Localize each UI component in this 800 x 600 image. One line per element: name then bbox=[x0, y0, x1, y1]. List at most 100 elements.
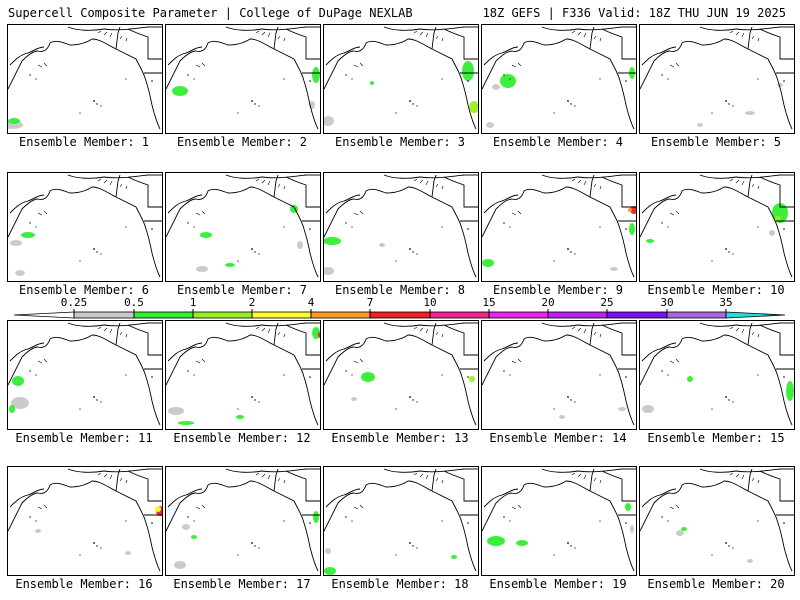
basemap bbox=[166, 26, 320, 130]
basemap bbox=[166, 174, 320, 278]
member-map-panel bbox=[639, 24, 795, 134]
field-contour bbox=[625, 503, 631, 511]
colorbar-segment bbox=[73, 311, 135, 319]
basemap bbox=[166, 468, 320, 572]
colorbar-tick-label: 35 bbox=[719, 296, 733, 309]
member-map-panel bbox=[481, 172, 637, 282]
member-map-panel bbox=[165, 172, 321, 282]
field-contour bbox=[469, 376, 475, 382]
field-contour bbox=[487, 536, 505, 546]
basemap bbox=[640, 468, 794, 572]
field-contour bbox=[312, 327, 320, 339]
member-label: Ensemble Member: 20 bbox=[647, 577, 785, 591]
member-label: Ensemble Member: 19 bbox=[489, 577, 627, 591]
colorbar-tick-label: 30 bbox=[660, 296, 674, 309]
colorbar-segment bbox=[725, 311, 786, 319]
basemap bbox=[324, 26, 478, 130]
field-contour bbox=[10, 240, 22, 246]
colorbar-segment bbox=[488, 311, 549, 319]
member-label: Ensemble Member: 11 bbox=[15, 431, 153, 445]
member-label: Ensemble Member: 10 bbox=[647, 283, 785, 297]
member-label: Ensemble Member: 3 bbox=[334, 135, 466, 149]
member-map-panel bbox=[7, 466, 163, 576]
field-contour bbox=[324, 116, 334, 126]
colorbar-segment bbox=[192, 311, 253, 319]
field-contour bbox=[630, 206, 636, 214]
basemap bbox=[640, 174, 794, 278]
member-map-panel bbox=[165, 320, 321, 430]
field-contour bbox=[15, 270, 25, 276]
member-map-panel bbox=[481, 24, 637, 134]
member-map-panel bbox=[481, 466, 637, 576]
colorbar-tick-label: 15 bbox=[482, 296, 496, 309]
field-contour bbox=[482, 259, 494, 267]
field-contour bbox=[451, 555, 457, 559]
member-label: Ensemble Member: 17 bbox=[173, 577, 311, 591]
member-label: Ensemble Member: 9 bbox=[492, 283, 624, 297]
field-contour bbox=[469, 101, 478, 113]
field-contour bbox=[8, 118, 20, 124]
field-contour bbox=[361, 372, 375, 382]
field-contour bbox=[191, 535, 197, 539]
field-contour bbox=[786, 381, 794, 401]
member-map-panel bbox=[323, 320, 479, 430]
field-contour bbox=[225, 263, 235, 267]
member-label: Ensemble Member: 16 bbox=[15, 577, 153, 591]
field-contour bbox=[486, 122, 494, 128]
field-contour bbox=[500, 74, 516, 88]
basemap bbox=[482, 174, 636, 278]
field-contour bbox=[492, 84, 500, 90]
field-contour bbox=[681, 527, 687, 531]
member-map-panel bbox=[323, 172, 479, 282]
field-contour bbox=[747, 559, 753, 563]
member-map-panel bbox=[323, 466, 479, 576]
field-contour bbox=[168, 407, 184, 415]
member-map-panel bbox=[165, 24, 321, 134]
field-contour bbox=[35, 529, 41, 533]
member-map-panel bbox=[165, 466, 321, 576]
field-contour bbox=[745, 111, 755, 115]
field-contour bbox=[313, 511, 319, 523]
field-contour bbox=[379, 243, 385, 247]
member-label: Ensemble Member: 1 bbox=[18, 135, 150, 149]
field-contour bbox=[618, 407, 626, 411]
colorbar-segment bbox=[429, 311, 490, 319]
field-contour bbox=[236, 415, 244, 419]
field-contour bbox=[628, 208, 632, 212]
field-contour bbox=[324, 567, 336, 575]
colorbar-tick-label: 0.5 bbox=[124, 296, 144, 309]
map-title: Supercell Composite Parameter | College … bbox=[8, 6, 413, 20]
basemap bbox=[640, 322, 794, 426]
member-label: Ensemble Member: 18 bbox=[331, 577, 469, 591]
member-label: Ensemble Member: 4 bbox=[492, 135, 624, 149]
field-contour bbox=[370, 81, 374, 85]
member-label: Ensemble Member: 6 bbox=[18, 283, 150, 297]
member-map-panel bbox=[639, 172, 795, 282]
colorbar-segment bbox=[666, 311, 727, 319]
field-contour bbox=[21, 232, 35, 238]
basemap bbox=[482, 26, 636, 130]
run-valid-time: 18Z GEFS | F336 Valid: 18Z THU JUN 19 20… bbox=[482, 6, 786, 20]
basemap bbox=[8, 174, 162, 278]
colorbar-tick-label: 20 bbox=[541, 296, 555, 309]
field-contour bbox=[676, 530, 684, 536]
colorbar-tick-label: 2 bbox=[248, 296, 256, 309]
field-contour bbox=[697, 123, 703, 127]
member-map-panel bbox=[639, 320, 795, 430]
field-contour bbox=[178, 421, 194, 425]
member-label: Ensemble Member: 15 bbox=[647, 431, 785, 445]
basemap bbox=[166, 322, 320, 426]
member-label: Ensemble Member: 7 bbox=[176, 283, 308, 297]
field-contour bbox=[174, 561, 186, 569]
colorbar-segment bbox=[369, 311, 431, 319]
field-contour bbox=[155, 506, 161, 512]
basemap bbox=[324, 468, 478, 575]
member-map-panel bbox=[323, 24, 479, 134]
member-map-panel bbox=[7, 172, 163, 282]
basemap bbox=[324, 322, 478, 426]
field-contour bbox=[516, 540, 528, 546]
basemap bbox=[482, 322, 636, 426]
colorbar-segment bbox=[310, 311, 371, 319]
member-label: Ensemble Member: 12 bbox=[173, 431, 311, 445]
colorbar-segment bbox=[606, 311, 668, 319]
